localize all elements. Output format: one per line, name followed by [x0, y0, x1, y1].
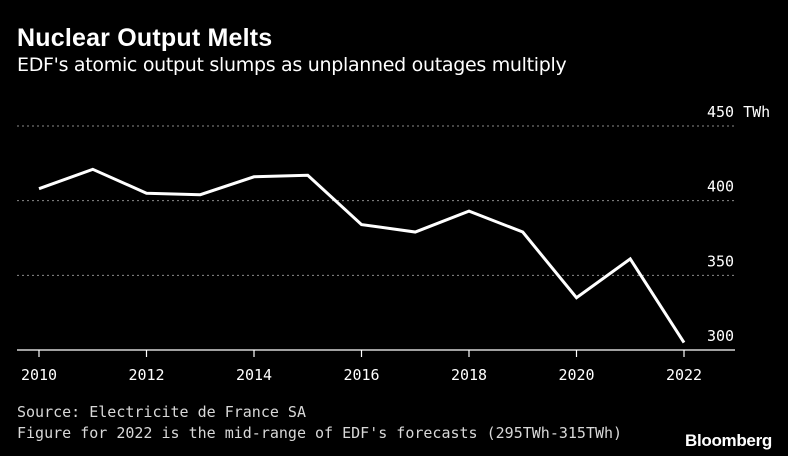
x-tick-label-2012: 2012 [128, 366, 164, 384]
footnote: Figure for 2022 is the mid-range of EDF'… [17, 424, 623, 442]
x-tick-label-2020: 2020 [558, 366, 594, 384]
x-tick-label-2018: 2018 [451, 366, 487, 384]
y-tick-label-350: 350 [707, 252, 734, 270]
x-tick-label-2022: 2022 [666, 366, 702, 384]
source-note: Source: Electricite de France SA [17, 403, 306, 421]
y-tick-label-450: 450 TWh [707, 103, 770, 121]
y-tick-label-300: 300 [707, 327, 734, 345]
y-tick-label-400: 400 [707, 178, 734, 196]
series-line-0 [38, 167, 686, 344]
chart-subtitle: EDF's atomic output slumps as unplanned … [17, 54, 567, 76]
x-tick-label-2010: 2010 [21, 366, 57, 384]
x-tick-label-2014: 2014 [236, 366, 272, 384]
bloomberg-logo: Bloomberg [684, 431, 772, 450]
x-tick-label-2016: 2016 [343, 366, 379, 384]
chart-title: Nuclear Output Melts [17, 24, 273, 52]
